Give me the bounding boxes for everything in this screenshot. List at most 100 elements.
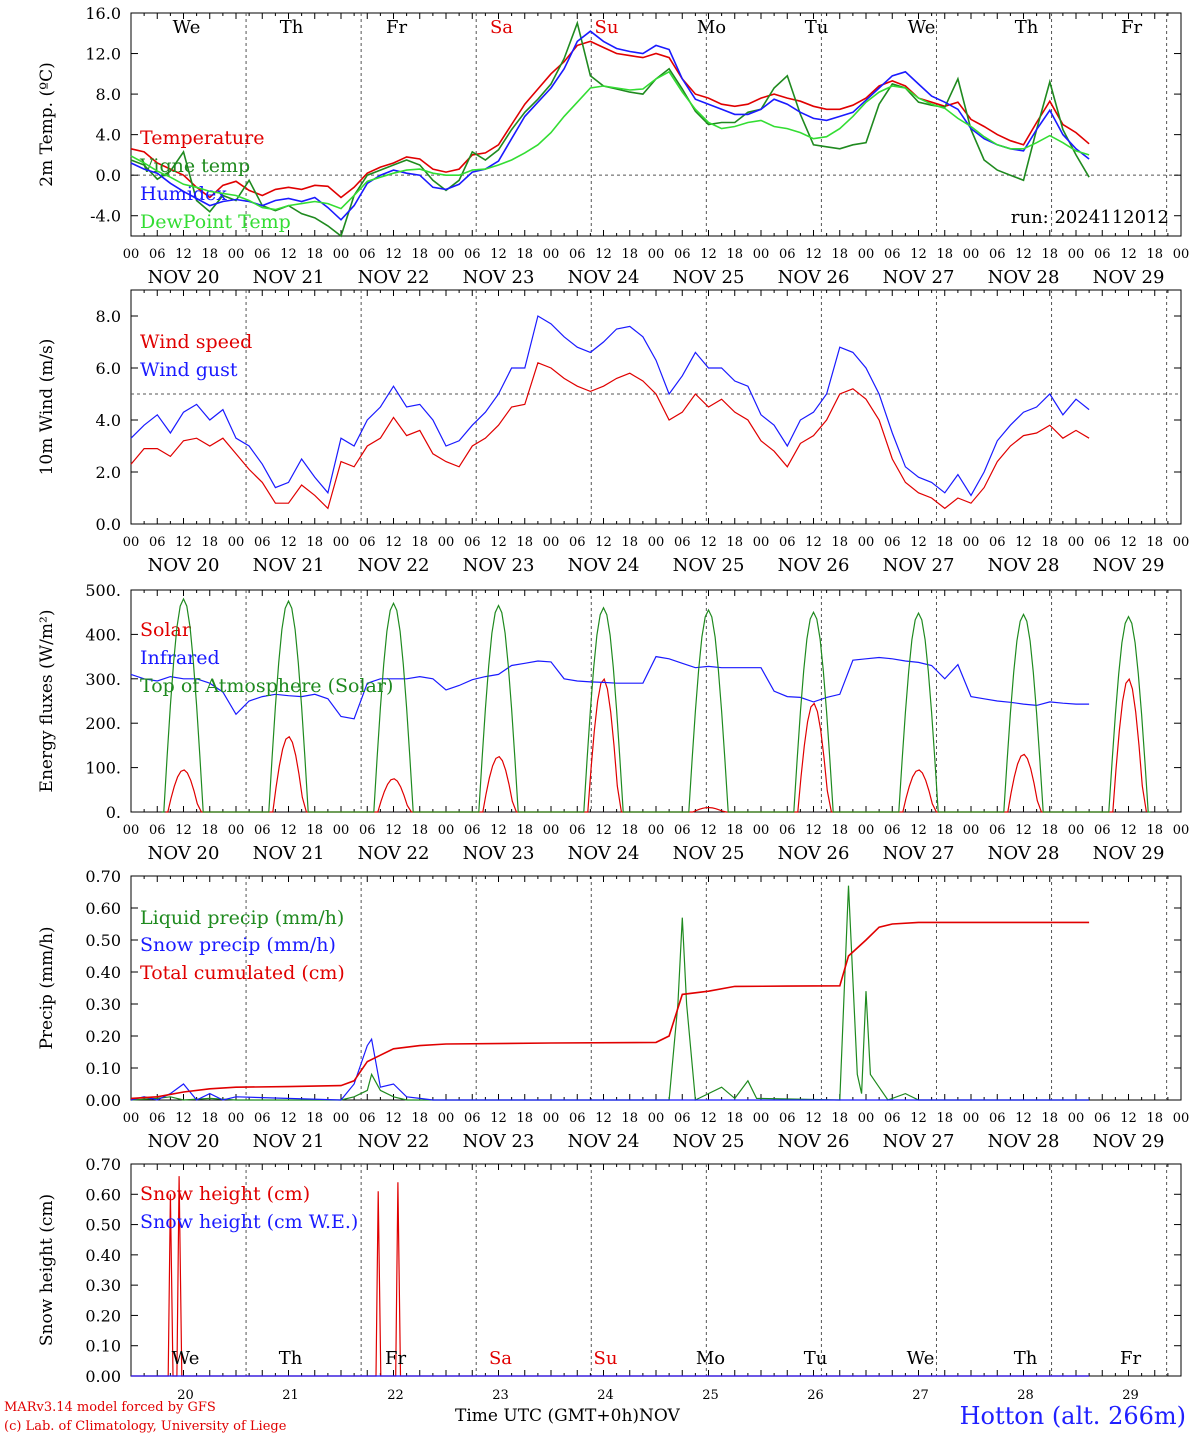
x-hour-label: 00 bbox=[963, 823, 980, 838]
x-hour-label: 00 bbox=[543, 823, 560, 838]
day-number-label: 27 bbox=[912, 1388, 929, 1403]
legend-entry: DewPoint Temp bbox=[140, 211, 291, 233]
x-hour-label: 18 bbox=[831, 535, 848, 550]
y-tick-label: 0.60 bbox=[85, 1185, 121, 1204]
legend-entry: Infrared bbox=[140, 647, 220, 669]
day-number-label: 21 bbox=[282, 1388, 299, 1403]
x-date-label: NOV 25 bbox=[673, 843, 745, 864]
x-hour-label: 12 bbox=[280, 247, 297, 262]
x-hour-label: 00 bbox=[1068, 247, 1085, 262]
x-hour-label: 06 bbox=[359, 535, 376, 550]
x-hour-label: 06 bbox=[884, 823, 901, 838]
x-hour-label: 06 bbox=[884, 535, 901, 550]
y-tick-label: 0.70 bbox=[85, 867, 121, 886]
weekday-label: We bbox=[172, 1348, 200, 1369]
y-tick-label: 4.0 bbox=[96, 126, 121, 145]
x-hour-label: 12 bbox=[700, 535, 717, 550]
x-date-label: NOV 22 bbox=[358, 1131, 430, 1152]
x-hour-label: 18 bbox=[726, 823, 743, 838]
weekday-label: Tu bbox=[804, 1348, 828, 1369]
weekday-label: Su bbox=[594, 1348, 618, 1369]
x-hour-label: 18 bbox=[1041, 1111, 1058, 1126]
weekday-label: Fr bbox=[1121, 17, 1142, 38]
x-hour-label: 12 bbox=[595, 247, 612, 262]
x-hour-label: 12 bbox=[910, 247, 927, 262]
copyright-credit: (c) Lab. of Climatology, University of L… bbox=[4, 1419, 287, 1434]
x-date-label: NOV 24 bbox=[568, 555, 640, 576]
x-hour-label: 18 bbox=[201, 823, 218, 838]
weekday-label: Th bbox=[1015, 17, 1039, 38]
x-hour-label: 06 bbox=[464, 535, 481, 550]
x-hour-label: 00 bbox=[1068, 535, 1085, 550]
x-hour-label: 12 bbox=[700, 247, 717, 262]
x-date-label: NOV 24 bbox=[568, 1131, 640, 1152]
series-line-temperature bbox=[130, 40, 1090, 199]
day-number-label: 24 bbox=[597, 1388, 614, 1403]
x-hour-label: 12 bbox=[280, 1111, 297, 1126]
x-hour-label: 06 bbox=[884, 1111, 901, 1126]
x-date-label: NOV 26 bbox=[778, 267, 850, 288]
x-hour-label: 00 bbox=[963, 535, 980, 550]
day-number-label: 23 bbox=[492, 1388, 509, 1403]
x-hour-label: 12 bbox=[1015, 1111, 1032, 1126]
day-number-label: 29 bbox=[1122, 1388, 1139, 1403]
x-hour-label: 00 bbox=[333, 823, 350, 838]
y-tick-label: 0.30 bbox=[85, 1276, 121, 1295]
x-date-label: NOV 22 bbox=[358, 267, 430, 288]
x-date-label: NOV 21 bbox=[253, 843, 325, 864]
x-hour-label: 12 bbox=[700, 823, 717, 838]
legend-entry: Top of Atmosphere (Solar) bbox=[140, 675, 393, 697]
x-date-label: NOV 28 bbox=[988, 555, 1060, 576]
x-hour-label: 18 bbox=[831, 247, 848, 262]
x-hour-label: 12 bbox=[805, 823, 822, 838]
x-hour-label: 00 bbox=[963, 247, 980, 262]
y-tick-label: 0.40 bbox=[85, 1246, 121, 1265]
y-tick-label: 100. bbox=[85, 759, 121, 778]
x-hour-label: 18 bbox=[936, 1111, 953, 1126]
x-hour-label: 00 bbox=[123, 247, 140, 262]
y-tick-label: 0.20 bbox=[85, 1027, 121, 1046]
x-hour-label: 00 bbox=[648, 535, 665, 550]
x-hour-label: 18 bbox=[1146, 247, 1163, 262]
series-line-solar bbox=[165, 677, 1147, 813]
weekday-label: We bbox=[908, 17, 936, 38]
x-date-label: NOV 21 bbox=[253, 267, 325, 288]
x-hour-label: 06 bbox=[1094, 1111, 1111, 1126]
x-hour-label: 06 bbox=[149, 823, 166, 838]
x-hour-label: 12 bbox=[700, 1111, 717, 1126]
legend-entry: Liquid precip (mm/h) bbox=[140, 907, 344, 929]
x-hour-label: 00 bbox=[1173, 535, 1190, 550]
x-hour-label: 12 bbox=[1120, 823, 1137, 838]
weekday-label: Sa bbox=[489, 1348, 512, 1369]
x-hour-label: 18 bbox=[306, 823, 323, 838]
legend-entry: Temperature bbox=[140, 127, 264, 149]
x-hour-label: 18 bbox=[411, 247, 428, 262]
x-hour-label: 06 bbox=[674, 535, 691, 550]
series-line-snow-precip-mm-h- bbox=[130, 1037, 1090, 1101]
x-hour-label: 18 bbox=[1041, 247, 1058, 262]
x-date-label: NOV 21 bbox=[253, 1131, 325, 1152]
x-hour-label: 12 bbox=[1015, 823, 1032, 838]
weekday-label: Fr bbox=[386, 17, 407, 38]
weekday-label: Th bbox=[279, 1348, 303, 1369]
x-date-label: NOV 29 bbox=[1093, 267, 1165, 288]
x-hour-label: 12 bbox=[385, 535, 402, 550]
x-hour-label: 06 bbox=[359, 823, 376, 838]
x-hour-label: 12 bbox=[805, 247, 822, 262]
x-hour-label: 06 bbox=[149, 247, 166, 262]
x-hour-label: 00 bbox=[228, 247, 245, 262]
weekday-label: Th bbox=[280, 17, 304, 38]
weekday-label: Th bbox=[1014, 1348, 1038, 1369]
y-axis-label: Snow height (cm) bbox=[37, 1194, 57, 1346]
x-hour-label: 18 bbox=[726, 535, 743, 550]
x-hour-label: 00 bbox=[1068, 1111, 1085, 1126]
x-hour-label: 18 bbox=[621, 247, 638, 262]
x-hour-label: 06 bbox=[989, 823, 1006, 838]
x-hour-label: 12 bbox=[175, 247, 192, 262]
y-tick-label: 0.50 bbox=[85, 1216, 121, 1235]
day-number-label: 25 bbox=[702, 1388, 719, 1403]
x-hour-label: 06 bbox=[1094, 535, 1111, 550]
x-date-label: NOV 20 bbox=[148, 267, 220, 288]
x-date-label: NOV 22 bbox=[358, 843, 430, 864]
